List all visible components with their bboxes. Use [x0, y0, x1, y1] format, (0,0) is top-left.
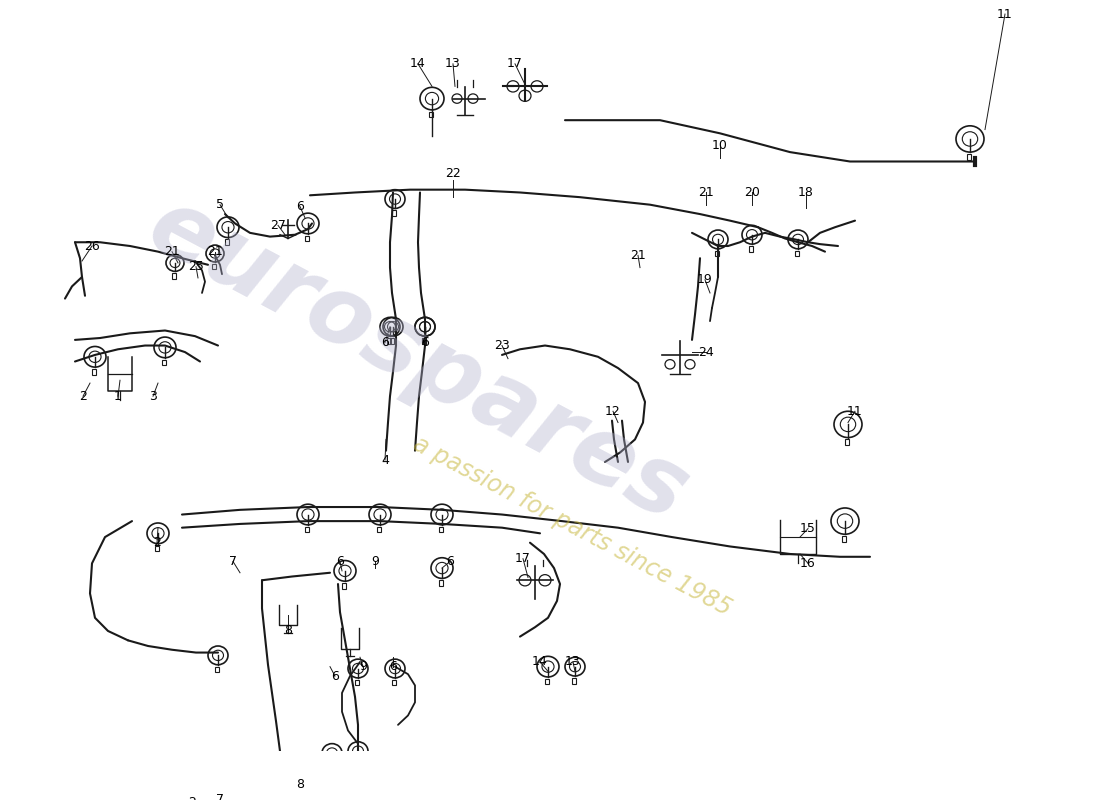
- Bar: [392, 210, 396, 216]
- Text: 2: 2: [79, 390, 87, 402]
- Text: 6: 6: [389, 660, 397, 673]
- Text: 6: 6: [331, 670, 339, 682]
- Bar: [355, 762, 359, 768]
- Text: 10: 10: [712, 139, 728, 152]
- Text: 20: 20: [744, 186, 760, 199]
- Bar: [422, 338, 426, 344]
- Text: 8: 8: [284, 625, 292, 638]
- Text: 21: 21: [207, 245, 223, 258]
- Bar: [329, 764, 333, 770]
- Bar: [92, 369, 96, 374]
- Text: 1: 1: [114, 390, 122, 402]
- Text: 25: 25: [188, 260, 204, 273]
- Text: 9: 9: [359, 660, 367, 673]
- Text: 21: 21: [698, 186, 714, 199]
- Text: 24: 24: [698, 346, 714, 358]
- Text: 3: 3: [150, 390, 157, 402]
- Text: 27: 27: [271, 219, 286, 232]
- Text: 13: 13: [565, 655, 581, 669]
- Text: 15: 15: [800, 522, 816, 535]
- Bar: [172, 274, 176, 279]
- Text: 26: 26: [84, 239, 100, 253]
- Text: 9: 9: [371, 555, 378, 568]
- Text: 2: 2: [153, 536, 161, 550]
- Text: 6: 6: [296, 200, 304, 213]
- Bar: [845, 439, 849, 445]
- Text: 6: 6: [421, 336, 429, 350]
- Text: 4: 4: [381, 454, 389, 466]
- Text: 12: 12: [605, 405, 620, 418]
- Text: 21: 21: [164, 245, 180, 258]
- Text: 2: 2: [188, 796, 196, 800]
- Text: 21: 21: [630, 249, 646, 262]
- Bar: [715, 250, 719, 256]
- Text: 8: 8: [296, 778, 304, 790]
- Text: 7: 7: [229, 555, 236, 568]
- Bar: [422, 338, 426, 344]
- Bar: [429, 112, 433, 118]
- Bar: [749, 246, 754, 252]
- Text: 6: 6: [447, 555, 454, 568]
- Bar: [355, 680, 359, 686]
- Text: a passion for parts since 1985: a passion for parts since 1985: [409, 431, 735, 620]
- Text: 13: 13: [446, 58, 461, 70]
- Text: 5: 5: [216, 198, 224, 211]
- Text: 6: 6: [337, 555, 344, 568]
- Text: 7: 7: [216, 794, 224, 800]
- Text: 17: 17: [515, 552, 531, 565]
- Text: 23: 23: [494, 339, 510, 352]
- Text: 6: 6: [381, 336, 389, 350]
- Bar: [155, 546, 160, 551]
- Bar: [212, 264, 216, 270]
- Text: 16: 16: [800, 557, 816, 570]
- Bar: [439, 580, 443, 586]
- Bar: [377, 526, 381, 532]
- Bar: [305, 236, 309, 242]
- Text: 22: 22: [446, 167, 461, 180]
- Bar: [439, 526, 443, 532]
- Text: 18: 18: [799, 186, 814, 199]
- Text: 19: 19: [697, 274, 713, 286]
- Bar: [392, 680, 396, 686]
- Bar: [162, 360, 166, 366]
- Bar: [387, 338, 390, 344]
- Bar: [390, 338, 394, 344]
- Bar: [305, 526, 309, 532]
- Bar: [572, 678, 576, 683]
- Bar: [795, 250, 799, 256]
- Text: eurospares: eurospares: [133, 180, 703, 542]
- Bar: [967, 154, 971, 160]
- Bar: [342, 583, 346, 589]
- Bar: [544, 679, 549, 685]
- Text: 17: 17: [507, 58, 522, 70]
- Bar: [214, 666, 219, 672]
- Text: 11: 11: [847, 405, 862, 418]
- Bar: [226, 239, 229, 245]
- Text: 14: 14: [410, 58, 426, 70]
- Bar: [842, 536, 846, 542]
- Text: 11: 11: [997, 7, 1013, 21]
- Text: 14: 14: [532, 655, 548, 669]
